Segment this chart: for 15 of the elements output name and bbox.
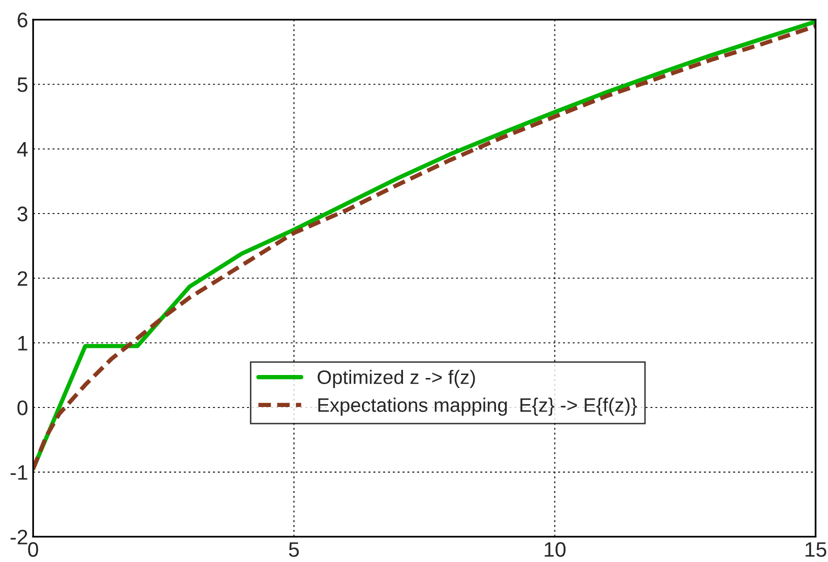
- x-tick-label: 0: [28, 542, 38, 557]
- y-tick-label: -2: [10, 530, 28, 544]
- y-tick-label: 2: [18, 271, 28, 286]
- y-tick-label: 1: [18, 336, 28, 350]
- y-tick-label: 0: [17, 400, 28, 416]
- x-tick-label: 5: [288, 542, 299, 557]
- x-tick-label: 10: [544, 542, 566, 557]
- x-tick-label: 15: [806, 542, 826, 557]
- y-tick-label: -1: [10, 465, 28, 480]
- y-tick-label: 5: [18, 78, 28, 92]
- y-tick-label: 6: [18, 12, 28, 28]
- y-tick-label: 4: [17, 142, 28, 156]
- legend-label: Expectations mapping E{z} -> E{f(z)}: [318, 398, 637, 416]
- legend-label: Optimized z -> f(z): [318, 370, 475, 388]
- y-tick-label: 3: [17, 206, 28, 222]
